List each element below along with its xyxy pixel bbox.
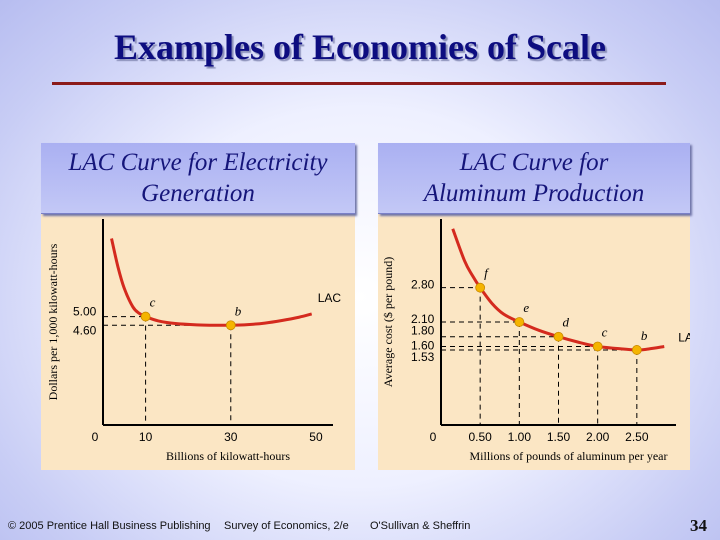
- electricity-series-label: LAC: [318, 291, 342, 305]
- aluminum-lac-curve: [451, 228, 665, 352]
- electricity-x-tick-label: 50: [309, 430, 323, 444]
- aluminum-point-label-b: b: [641, 328, 648, 343]
- electricity-x-tick-label: 0: [92, 430, 99, 444]
- aluminum-x-tick-label: 0: [430, 430, 437, 444]
- electricity-x-axis-title: Billions of kilowatt-hours: [166, 449, 290, 463]
- aluminum-point-label-d: d: [563, 315, 570, 330]
- electricity-lac-curve: [110, 238, 313, 327]
- electricity-point-b: [225, 320, 236, 331]
- aluminum-point-d: [553, 331, 564, 342]
- electricity-chart-title-line2: Generation: [141, 180, 255, 207]
- aluminum-x-axis-title: Millions of pounds of aluminum per year: [470, 449, 668, 463]
- footer-authors: O'Sullivan & Sheffrin: [370, 520, 471, 532]
- footer-copyright: © 2005 Prentice Hall Business Publishing: [8, 520, 211, 532]
- electricity-y-tick-label: 4.60: [73, 323, 97, 337]
- aluminum-chart-title-line2: Aluminum Production: [423, 180, 645, 207]
- aluminum-lac-chart: LAC f e d c b 2.80 2.101.801.601.53 0 0.50 1.00 1.5…: [381, 219, 690, 463]
- aluminum-y-axis-title: Average cost ($ per pound): [381, 257, 395, 387]
- electricity-chart-title-line1: LAC Curve for Electricity: [68, 149, 328, 176]
- title-rule: [52, 82, 666, 85]
- electricity-point-label-b: b: [235, 303, 242, 318]
- electricity-y-axis-title: Dollars per 1,000 kilowatt-hours: [46, 243, 60, 400]
- slide-title: Examples of Economies of Scale: [114, 27, 606, 67]
- electricity-lac-chart: LAC c b 5.00 4.60 0 10 30 50 Billions of kilowatt…: [46, 219, 342, 463]
- aluminum-y-tick-label: 2.80: [411, 278, 435, 292]
- aluminum-point-label-c: c: [602, 325, 608, 340]
- footer-book: Survey of Economics, 2/e: [224, 520, 349, 532]
- aluminum-x-tick-label: 0.50: [468, 430, 492, 444]
- aluminum-x-tick-label: 1.50: [547, 430, 571, 444]
- electricity-chart-panel: LAC Curve for Electricity Generation LAC…: [41, 143, 355, 470]
- electricity-y-tick-label: 5.00: [73, 305, 97, 319]
- electricity-point-label-c: c: [150, 295, 156, 310]
- aluminum-chart-title-line1: LAC Curve for: [459, 149, 609, 176]
- electricity-point-c: [140, 311, 151, 322]
- electricity-x-tick-label: 30: [224, 430, 238, 444]
- aluminum-series-label: LAC: [678, 331, 690, 345]
- aluminum-y-tick-label: 1.60: [411, 339, 435, 353]
- aluminum-chart-panel: LAC Curve for Aluminum Production LAC f e d…: [378, 143, 690, 470]
- page-number: 34: [690, 516, 707, 535]
- aluminum-y-tick-label: 2.10: [411, 312, 435, 326]
- aluminum-x-tick-label: 2.00: [586, 430, 610, 444]
- electricity-chart-header: LAC Curve for Electricity Generation: [41, 143, 355, 214]
- aluminum-point-f: [475, 282, 486, 293]
- aluminum-point-label-f: f: [484, 266, 490, 281]
- aluminum-point-label-e: e: [523, 300, 529, 315]
- aluminum-y-tick-label: 1.53: [411, 350, 435, 364]
- aluminum-x-tick-label: 2.50: [625, 430, 649, 444]
- electricity-x-tick-label: 10: [139, 430, 153, 444]
- aluminum-point-b: [631, 345, 642, 355]
- aluminum-y-tick-label: 1.80: [411, 324, 435, 338]
- aluminum-chart-header: LAC Curve for Aluminum Production: [378, 143, 690, 214]
- aluminum-point-e: [514, 317, 525, 327]
- aluminum-x-tick-label: 1.00: [508, 430, 532, 444]
- aluminum-point-c: [592, 341, 603, 352]
